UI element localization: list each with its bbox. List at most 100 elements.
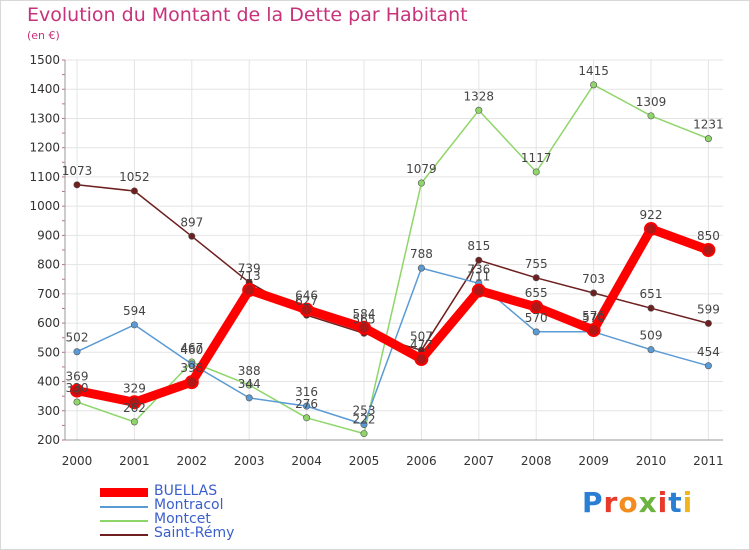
data-label-montracol: 502 — [66, 331, 89, 345]
data-label-buellas: 398 — [180, 361, 203, 375]
data-label-montracol: 454 — [697, 345, 720, 359]
data-point-montcet — [532, 168, 540, 176]
y-tick-label: 200 — [37, 433, 60, 447]
data-label-montracol: 570 — [582, 311, 605, 325]
data-point-montcet — [73, 398, 81, 406]
data-label-buellas: 477 — [410, 338, 433, 352]
data-label-montcet: 276 — [295, 397, 318, 411]
data-label-montracol: 788 — [410, 247, 433, 261]
data-label-saint-r-my: 1073 — [62, 164, 93, 178]
x-tick-label: 2008 — [521, 454, 552, 468]
data-point-buellas — [701, 243, 716, 257]
data-label-montracol: 316 — [295, 385, 318, 399]
x-tick-label: 2004 — [291, 454, 322, 468]
y-tick-label: 600 — [37, 316, 60, 330]
y-tick-label: 400 — [37, 375, 60, 389]
y-tick-label: 1400 — [29, 82, 60, 96]
data-labels: 1073 1052 897 739 627 565 507 815 755 703 651 599 33… — [62, 64, 724, 427]
data-point-buellas — [586, 323, 601, 338]
y-tick-label: 800 — [37, 258, 60, 272]
data-label-saint-r-my: 815 — [467, 239, 490, 253]
y-tick-label: 1300 — [29, 111, 60, 125]
data-label-buellas: 369 — [66, 370, 89, 384]
legend-item: Saint-Rémy — [100, 525, 300, 541]
data-point-montcet — [475, 106, 483, 114]
legend-label: BUELLAS — [154, 483, 218, 499]
data-point-montcet — [360, 430, 368, 438]
legend-swatch — [100, 520, 148, 522]
legend-label: Montracol — [154, 497, 224, 513]
x-tick-label: 2003 — [234, 454, 265, 468]
legend-label: Saint-Rémy — [154, 525, 235, 541]
data-label-saint-r-my: 565 — [353, 312, 376, 326]
data-label-montcet: 1231 — [693, 118, 724, 132]
data-label-montracol: 460 — [180, 343, 203, 357]
series-line-montcet — [76, 84, 710, 435]
data-label-saint-r-my: 703 — [582, 272, 605, 286]
data-label-montcet: 1079 — [406, 162, 437, 176]
data-point-saint-r-my — [73, 181, 81, 189]
x-tick-label: 2000 — [62, 454, 93, 468]
data-label-saint-r-my: 739 — [238, 261, 261, 275]
proxiti-logo: Proxiti — [582, 486, 694, 519]
data-point-montracol — [532, 328, 540, 336]
data-point-montracol — [130, 321, 138, 329]
data-label-saint-r-my: 627 — [295, 294, 318, 308]
y-tick-label: 900 — [37, 228, 60, 242]
data-label-saint-r-my: 507 — [410, 329, 433, 343]
data-point-buellas — [242, 283, 257, 298]
data-label-montcet: 1117 — [521, 151, 552, 165]
chart-title: Evolution du Montant de la Dette par Hab… — [27, 4, 468, 26]
y-tick-label: 1500 — [29, 53, 60, 67]
data-label-buellas: 584 — [353, 307, 376, 321]
data-point-montracol — [245, 394, 253, 402]
data-label-montcet: 262 — [123, 401, 146, 415]
data-point-buellas — [471, 283, 486, 298]
data-label-saint-r-my: 1052 — [119, 170, 150, 184]
data-point-montcet — [130, 418, 138, 426]
legend-label: Montcet — [154, 511, 211, 527]
y-tick-label: 1100 — [29, 170, 60, 184]
data-point-montcet — [417, 179, 425, 187]
legend-swatch — [100, 506, 148, 508]
data-point-buellas — [127, 395, 142, 410]
data-point-montracol — [647, 346, 655, 354]
x-tick-label: 2007 — [464, 454, 495, 468]
data-label-buellas: 576 — [582, 309, 605, 323]
grid — [65, 59, 723, 441]
data-label-montracol: 344 — [238, 377, 261, 391]
x-tick-label: 2005 — [349, 454, 380, 468]
data-point-montcet — [303, 414, 311, 422]
data-label-saint-r-my: 599 — [697, 302, 720, 316]
data-label-montcet: 1415 — [578, 64, 609, 78]
x-tick-label: 2006 — [406, 454, 437, 468]
legend-item: Montcet — [100, 511, 300, 527]
legend-item: BUELLAS — [100, 483, 300, 499]
data-point-saint-r-my — [130, 187, 138, 195]
data-label-montcet: 222 — [353, 413, 376, 427]
data-label-buellas: 711 — [467, 270, 490, 284]
data-point-buellas — [529, 300, 544, 314]
axes: 200 300 400 500 600 700 800 900 1000 1100 1200 1300… — [29, 53, 723, 468]
data-point-saint-r-my — [647, 304, 655, 312]
data-label-buellas: 850 — [697, 229, 720, 243]
legend-swatch — [100, 488, 148, 497]
data-label-montcet: 467 — [180, 341, 203, 355]
data-point-buellas — [70, 383, 84, 398]
x-tick-label: 2011 — [693, 454, 724, 468]
legend-item: Montracol — [100, 497, 300, 513]
series-points — [70, 81, 716, 438]
data-point-buellas — [644, 221, 658, 236]
data-point-saint-r-my — [188, 232, 196, 240]
data-label-buellas: 922 — [640, 208, 663, 222]
y-tick-label: 1000 — [29, 199, 60, 213]
data-label-buellas: 646 — [295, 289, 318, 303]
data-point-saint-r-my — [590, 289, 598, 297]
data-label-buellas: 655 — [525, 286, 548, 300]
data-label-montcet: 330 — [66, 381, 89, 395]
series-line-buellas — [72, 224, 713, 407]
data-point-buellas — [357, 320, 371, 335]
data-label-montcet: 388 — [238, 364, 261, 378]
data-label-saint-r-my: 897 — [180, 215, 203, 229]
data-point-montcet — [704, 135, 712, 143]
